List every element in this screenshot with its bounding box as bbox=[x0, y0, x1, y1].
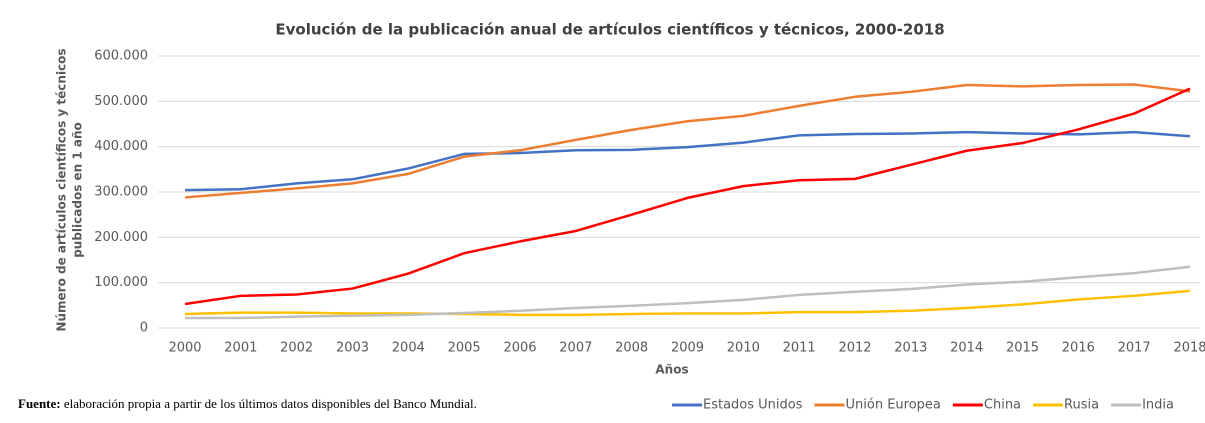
y-tick-label: 0 bbox=[140, 321, 148, 336]
x-tick-label: 2018 bbox=[1173, 341, 1205, 356]
series-line bbox=[184, 83, 1191, 199]
x-tick-label: 2011 bbox=[783, 341, 816, 356]
x-tick-label: 2001 bbox=[224, 341, 257, 356]
series-line bbox=[184, 87, 1191, 306]
x-tick-label: 2016 bbox=[1062, 341, 1095, 356]
y-tick-label: 100.000 bbox=[94, 275, 148, 290]
legend-label: India bbox=[1142, 398, 1174, 413]
x-tick-label: 2000 bbox=[168, 341, 201, 356]
legend-label: Unión Europea bbox=[846, 398, 941, 413]
y-axis-title-line: publicados en 1 año bbox=[71, 122, 85, 258]
legend-label: China bbox=[984, 398, 1021, 413]
legend-label: Estados Unidos bbox=[703, 398, 803, 413]
chart-title: Evolución de la publicación anual de art… bbox=[275, 21, 944, 39]
y-tick-label: 500.000 bbox=[94, 94, 148, 109]
y-axis-title-line: Número de artículos científicos y técnic… bbox=[55, 48, 69, 331]
source-text: elaboración propia a partir de los últim… bbox=[61, 396, 477, 411]
x-tick-label: 2004 bbox=[392, 341, 425, 356]
source-note: Fuente: elaboración propia a partir de l… bbox=[18, 396, 477, 411]
y-tick-label: 600.000 bbox=[94, 49, 148, 64]
x-tick-label: 2010 bbox=[727, 341, 760, 356]
x-tick-label: 2015 bbox=[1006, 341, 1039, 356]
series-line bbox=[184, 289, 1191, 317]
y-axis-title: Número de artículos científicos y técnic… bbox=[55, 48, 85, 331]
legend-label: Rusia bbox=[1064, 398, 1099, 413]
series-line bbox=[184, 130, 1191, 192]
x-tick-label: 2005 bbox=[448, 341, 481, 356]
x-tick-label: 2007 bbox=[559, 341, 592, 356]
x-tick-label: 2013 bbox=[894, 341, 927, 356]
source-label: Fuente: bbox=[18, 396, 61, 411]
x-tick-label: 2014 bbox=[950, 341, 983, 356]
y-tick-label: 300.000 bbox=[94, 185, 148, 200]
x-tick-label: 2006 bbox=[503, 341, 536, 356]
x-tick-label: 2008 bbox=[615, 341, 648, 356]
x-tick-label: 2002 bbox=[280, 341, 313, 356]
y-tick-label: 200.000 bbox=[94, 230, 148, 245]
series-line bbox=[185, 265, 1191, 320]
x-axis-title: Años bbox=[655, 363, 688, 377]
y-tick-label: 400.000 bbox=[94, 139, 148, 154]
x-tick-label: 2012 bbox=[838, 341, 871, 356]
x-tick-label: 2009 bbox=[671, 341, 704, 356]
x-tick-label: 2003 bbox=[336, 341, 369, 356]
x-tick-label: 2017 bbox=[1118, 341, 1151, 356]
